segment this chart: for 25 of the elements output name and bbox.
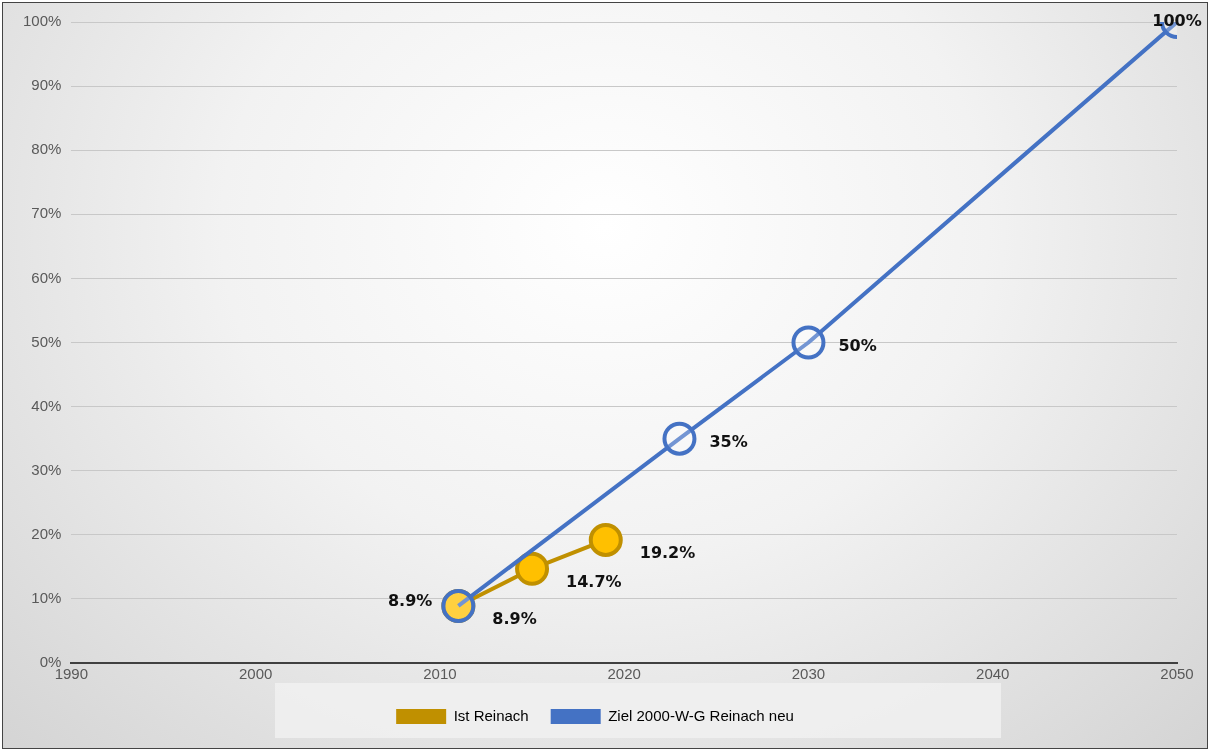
y-tick-label: 80% (31, 140, 62, 158)
x-tick-label: 2030 (791, 665, 826, 683)
y-tick-label: 20% (31, 524, 62, 542)
data-label: 19.2% (639, 543, 696, 563)
legend-label: Ist Reinach (453, 706, 529, 724)
y-tick-label: 60% (31, 268, 62, 286)
data-label: 50% (838, 335, 877, 355)
y-tick-label: 10% (31, 589, 62, 607)
data-label: 8.9% (387, 591, 433, 611)
x-tick-label: 2050 (1160, 665, 1194, 683)
data-label: 35% (709, 431, 748, 451)
y-tick-label: 70% (31, 204, 62, 222)
data-label: 100% (1152, 11, 1202, 31)
y-tick-label: 40% (31, 396, 62, 414)
x-tick-label: 2020 (607, 665, 641, 683)
y-tick-label: 100% (22, 12, 62, 30)
y-tick-label: 50% (31, 332, 62, 350)
data-label: 8.9% (492, 609, 537, 629)
y-tick-label: 90% (31, 76, 62, 94)
legend-label: Ziel 2000-W-G Reinach neu (608, 706, 794, 724)
data-label: 14.7% (566, 571, 622, 591)
x-tick-label: 2010 (423, 665, 457, 683)
y-tick-label: 30% (31, 460, 62, 478)
x-tick-label: 2000 (238, 665, 273, 683)
x-tick-label: 2040 (976, 665, 1010, 683)
